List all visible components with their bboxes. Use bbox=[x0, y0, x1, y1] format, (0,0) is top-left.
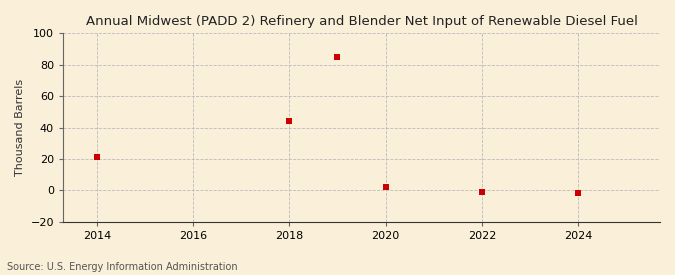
Y-axis label: Thousand Barrels: Thousand Barrels bbox=[15, 79, 25, 176]
Title: Annual Midwest (PADD 2) Refinery and Blender Net Input of Renewable Diesel Fuel: Annual Midwest (PADD 2) Refinery and Ble… bbox=[86, 15, 637, 28]
Text: Source: U.S. Energy Information Administration: Source: U.S. Energy Information Administ… bbox=[7, 262, 238, 272]
